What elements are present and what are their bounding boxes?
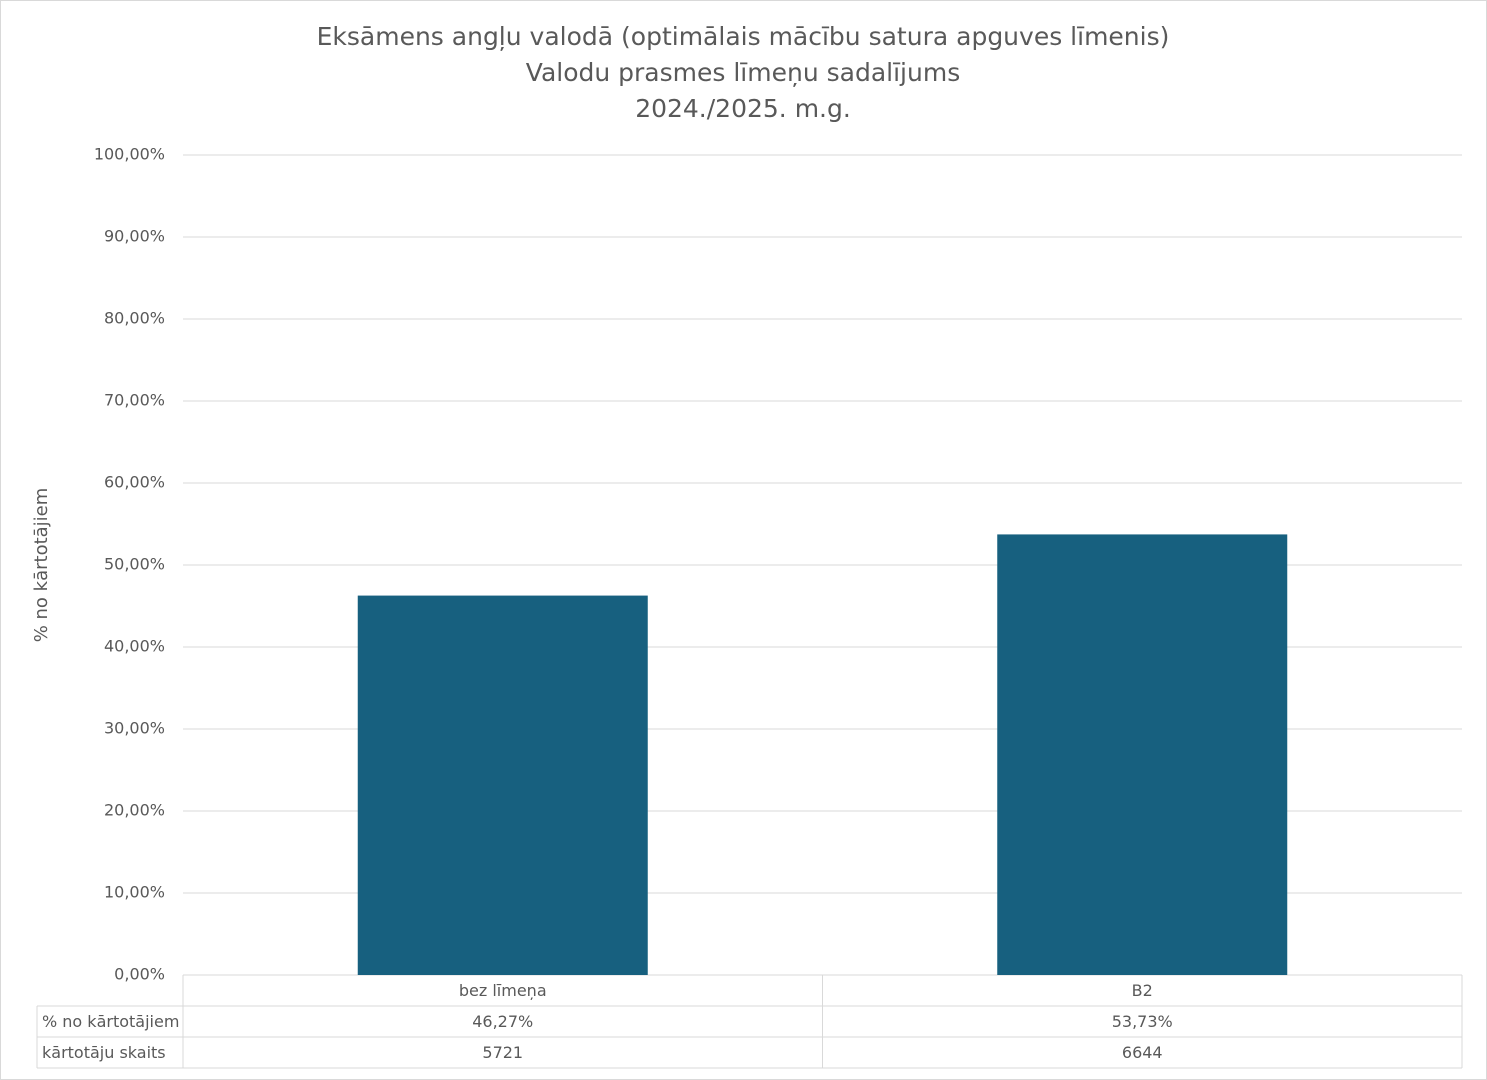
x-tick-label: bez līmeņa [459,981,547,1000]
y-tick-label: 30,00% [104,719,165,738]
bar [357,595,648,975]
table-row-label: kārtotāju skaits [42,1043,166,1062]
table-value: 6644 [1122,1043,1163,1062]
chart-title: Eksāmens angļu valodā (optimālais mācību… [317,22,1170,51]
y-tick-label: 60,00% [104,473,165,492]
y-tick-label: 50,00% [104,555,165,574]
table-value: 53,73% [1112,1012,1173,1031]
y-tick-label: 40,00% [104,637,165,656]
chart-title: 2024./2025. m.g. [635,94,851,123]
y-tick-label: 90,00% [104,227,165,246]
y-tick-label: 70,00% [104,391,165,410]
x-tick-label: B2 [1132,981,1153,1000]
y-axis-label: % no kārtotājiem [31,488,52,643]
chart-title: Valodu prasmes līmeņu sadalījums [526,58,960,87]
y-tick-label: 80,00% [104,309,165,328]
table-value: 5721 [482,1043,523,1062]
y-tick-label: 20,00% [104,801,165,820]
bar [997,534,1288,975]
table-row-label: % no kārtotājiem [42,1012,179,1031]
y-tick-label: 100,00% [94,145,165,164]
y-tick-label: 10,00% [104,883,165,902]
y-tick-label: 0,00% [114,965,165,984]
table-value: 46,27% [472,1012,533,1031]
